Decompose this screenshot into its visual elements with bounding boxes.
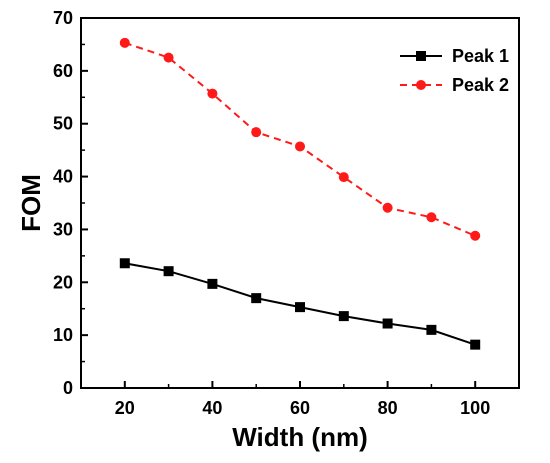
x-axis-title: Width (nm) xyxy=(232,422,368,452)
legend-label-peak-2: Peak 2 xyxy=(452,75,509,95)
data-point-peak-1 xyxy=(295,302,305,313)
data-point-peak-2 xyxy=(251,127,262,138)
y-tick-label: 10 xyxy=(53,325,73,345)
data-point-peak-1 xyxy=(163,266,174,277)
y-axis-title: FOM xyxy=(16,174,46,232)
y-tick-label: 30 xyxy=(53,219,73,239)
y-tick-label: 0 xyxy=(63,378,73,398)
series-line-peak-2 xyxy=(124,41,476,237)
data-point-peak-1 xyxy=(382,318,393,329)
data-point-peak-2 xyxy=(338,172,349,183)
data-point-peak-1 xyxy=(470,339,481,350)
data-point-peak-2 xyxy=(163,52,174,63)
data-point-peak-2 xyxy=(426,212,437,223)
y-tick-label: 40 xyxy=(53,167,73,187)
legend-marker-peak-2 xyxy=(416,80,426,90)
x-tick-label: 80 xyxy=(378,398,398,418)
legend: Peak 1 Peak 2 xyxy=(400,46,509,95)
data-point-peak-1 xyxy=(207,278,218,289)
y-tick-label: 60 xyxy=(53,61,73,81)
x-tick-label: 20 xyxy=(115,398,135,418)
legend-label-peak-1: Peak 1 xyxy=(452,46,509,66)
plot-frame xyxy=(80,17,520,389)
y-tick-label: 50 xyxy=(53,114,73,134)
data-point-peak-2 xyxy=(295,141,305,152)
x-tick-label: 40 xyxy=(202,398,222,418)
axis-tick-labels: 20 40 60 80 100 0 10 20 30 40 50 60 70 xyxy=(53,8,490,418)
legend-marker-peak-1 xyxy=(416,51,426,61)
data-point-peak-1 xyxy=(338,311,349,322)
data-point-peak-2 xyxy=(207,88,218,99)
series-layer xyxy=(119,37,481,350)
x-tick-label: 60 xyxy=(290,398,310,418)
y-tick-label: 20 xyxy=(53,272,73,292)
data-point-peak-2 xyxy=(119,37,130,48)
axis-ticks xyxy=(80,17,520,389)
data-point-peak-1 xyxy=(119,258,130,269)
data-point-peak-2 xyxy=(470,230,481,241)
data-point-peak-2 xyxy=(382,202,393,213)
y-tick-label: 70 xyxy=(53,8,73,28)
data-point-peak-1 xyxy=(426,324,437,335)
x-tick-label: 100 xyxy=(460,398,490,418)
data-point-peak-1 xyxy=(251,293,262,304)
